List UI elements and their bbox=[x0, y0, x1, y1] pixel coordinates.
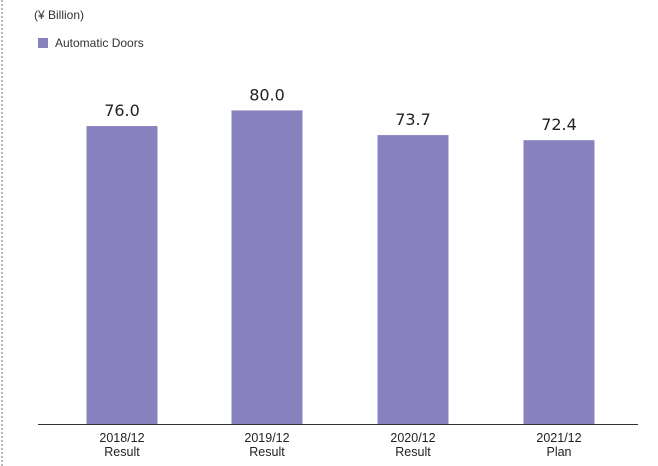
x-tick-label-2-line-0: 2020/12 bbox=[390, 431, 435, 445]
x-tick-label-3-line-0: 2021/12 bbox=[536, 431, 581, 445]
legend-label: Automatic Doors bbox=[55, 36, 144, 50]
unit-label: (¥ Billion) bbox=[34, 8, 85, 22]
x-tick-label-0-line-0: 2018/12 bbox=[99, 431, 144, 445]
dotted-border bbox=[1, 0, 3, 466]
legend-swatch bbox=[38, 38, 48, 48]
bar-1 bbox=[231, 110, 303, 425]
x-tick-label-0-line-1: Result bbox=[104, 445, 140, 459]
x-tick-label-1-line-0: 2019/12 bbox=[244, 431, 289, 445]
bar-2 bbox=[377, 135, 449, 424]
x-tick-label-1-line-1: Result bbox=[249, 445, 285, 459]
data-label-3: 72.4 bbox=[541, 115, 577, 134]
bar-3 bbox=[523, 140, 595, 424]
legend: Automatic Doors bbox=[38, 36, 144, 50]
bar-0 bbox=[86, 126, 158, 424]
data-label-2: 73.7 bbox=[395, 110, 431, 129]
data-label-1: 80.0 bbox=[249, 85, 285, 104]
x-tick-label-2-line-1: Result bbox=[395, 445, 431, 459]
data-label-0: 76.0 bbox=[104, 101, 140, 120]
x-tick-label-3-line-1: Plan bbox=[546, 445, 571, 459]
